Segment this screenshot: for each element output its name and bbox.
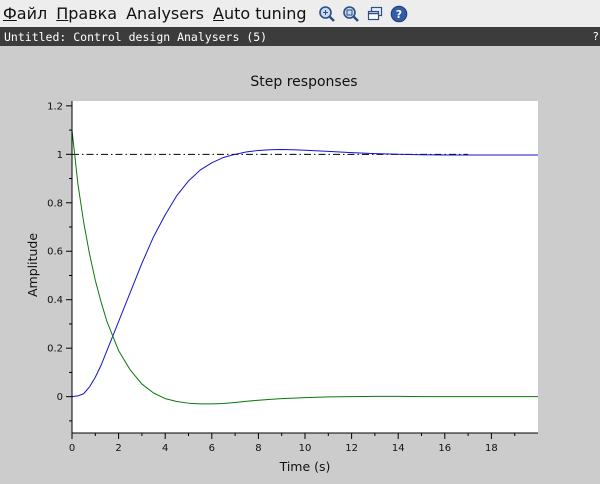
menu-auto-tuning-label: uto tuning (223, 4, 307, 23)
zoom-fit-icon (342, 5, 359, 22)
x-tick-label: 14 (392, 443, 405, 454)
svg-text:?: ? (395, 8, 401, 21)
titlebar-help-button[interactable]: ? (592, 30, 599, 43)
menu-file[interactable]: Файл (0, 0, 53, 27)
help-icon: ? (390, 5, 407, 22)
plot-area (72, 101, 538, 433)
series-line-2 (71, 130, 538, 405)
x-tick-label: 18 (485, 443, 498, 454)
x-tick-label: 2 (115, 443, 121, 454)
x-tick-label: 0 (69, 443, 75, 454)
windows-button[interactable] (365, 4, 385, 24)
chart-title: Step responses (250, 74, 357, 90)
menu-edit[interactable]: Правка (53, 0, 123, 27)
x-tick-label: 8 (255, 443, 261, 454)
menu-file-mnemonic: Ф (3, 4, 17, 23)
window-titlebar: Untitled: Control design Analysers (5) ? (0, 27, 600, 46)
x-tick-label: 10 (299, 443, 312, 454)
figure-area: Step responses 0 2 4 6 8 10 12 14 16 18 0 0.2 0.4 0.6… (0, 46, 600, 484)
x-tick-label: 12 (345, 443, 358, 454)
x-tick-label: 16 (438, 443, 451, 454)
window-title: Untitled: Control design Analysers (5) (4, 29, 268, 44)
y-tick-label: 0.2 (47, 344, 63, 355)
zoom-button[interactable] (317, 4, 337, 24)
y-tick-label: 1.2 (47, 101, 63, 112)
y-tick-label: 0 (57, 392, 63, 403)
menu-analysers-label: Analysers (126, 4, 205, 23)
step-response-chart: Step responses 0 2 4 6 8 10 12 14 16 18 0 0.2 0.4 0.6… (25, 74, 538, 474)
y-tick-label: 0.8 (47, 198, 63, 209)
y-tick-label: 1 (57, 150, 63, 161)
windows-icon (367, 6, 382, 20)
zoom-fit-button[interactable] (341, 4, 361, 24)
y-tick-label: 0.4 (47, 295, 63, 306)
zoom-icon (318, 5, 335, 22)
help-button[interactable]: ? (389, 4, 409, 24)
x-axis-title: Time (s) (279, 459, 331, 474)
menu-file-label: айл (16, 4, 48, 23)
menu-edit-label: равка (68, 4, 118, 23)
menu-bar: Файл Правка Analysers Auto tuning ? (0, 0, 600, 27)
menu-auto-tuning[interactable]: Auto tuning (210, 0, 313, 27)
series-line-1 (71, 148, 538, 398)
menu-edit-mnemonic: П (56, 4, 69, 23)
menu-analysers[interactable]: Analysers (123, 0, 210, 27)
x-tick-label: 4 (162, 443, 168, 454)
y-tick-label: 0.6 (47, 247, 63, 258)
y-axis-title: Amplitude (25, 233, 40, 297)
x-tick-label: 6 (209, 443, 215, 454)
menu-auto-tuning-mnemonic: A (213, 4, 224, 23)
